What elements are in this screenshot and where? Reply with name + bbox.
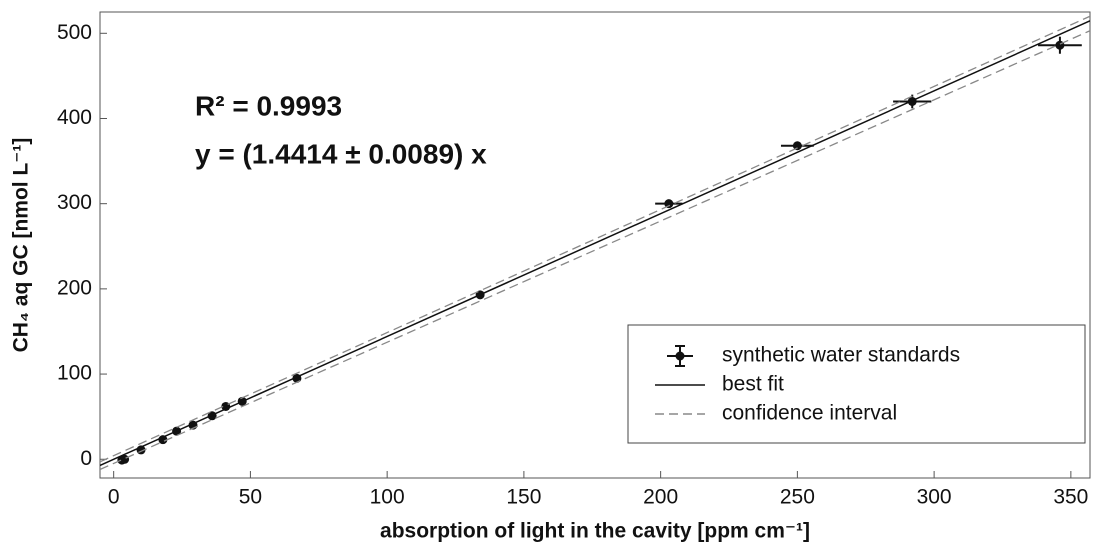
y-tick-label: 300	[57, 191, 92, 214]
x-tick-label: 100	[370, 486, 405, 509]
x-tick-label: 50	[239, 486, 262, 509]
legend-label: confidence interval	[722, 402, 897, 425]
legend-label: synthetic water standards	[722, 344, 960, 367]
fit-line	[100, 20, 1090, 467]
y-tick-label: 0	[80, 447, 92, 470]
legend-swatch	[675, 351, 685, 361]
x-axis-label: absorption of light in the cavity [ppm c…	[380, 520, 810, 543]
legend-box	[627, 324, 1086, 444]
y-tick-label: 200	[57, 276, 92, 299]
x-tick-label: 250	[780, 486, 815, 509]
x-tick-label: 0	[108, 486, 120, 509]
confidence-line	[100, 30, 1090, 471]
x-tick-label: 300	[917, 486, 952, 509]
x-tick-label: 150	[506, 486, 541, 509]
data-point	[792, 141, 802, 151]
x-tick-label: 350	[1053, 486, 1088, 509]
y-tick-label: 500	[57, 21, 92, 44]
data-point	[664, 199, 674, 209]
y-tick-label: 400	[57, 106, 92, 129]
y-axis-label: CH₄ aq GC [nmol L⁻¹]	[10, 138, 33, 353]
annotation: R² = 0.9993	[195, 90, 342, 121]
x-tick-label: 200	[643, 486, 678, 509]
annotation: y = (1.4414 ± 0.0089) x	[195, 138, 487, 169]
plot-frame	[99, 11, 1091, 479]
confidence-line	[100, 15, 1090, 463]
y-tick-label: 100	[57, 362, 92, 385]
legend-label: best fit	[722, 373, 784, 396]
